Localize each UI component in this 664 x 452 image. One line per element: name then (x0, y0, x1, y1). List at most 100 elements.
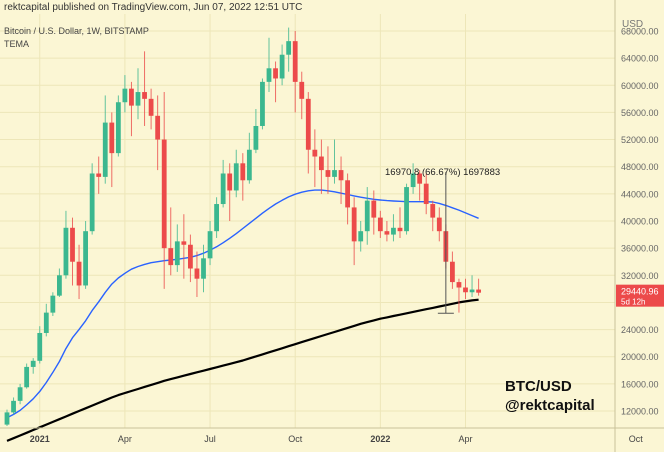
y-tick-label: 16000.00 (621, 379, 659, 389)
candle (122, 75, 128, 113)
y-tick-label: 44000.00 (621, 189, 659, 199)
candle (260, 78, 265, 130)
candle-body (456, 282, 462, 288)
watermark-pair: BTC/USD (505, 378, 572, 395)
candle-body (109, 122, 115, 154)
x-tick-label: Apr (118, 434, 132, 444)
candle-body (70, 227, 75, 262)
time-axis[interactable]: 2021 Apr Jul Oct 2022 Apr Oct (0, 427, 664, 444)
candle-body (240, 163, 246, 181)
candle-body (188, 244, 193, 269)
candle (253, 109, 259, 154)
candle-body (358, 231, 364, 242)
candle-body (469, 289, 475, 293)
x-tick-label: Apr (458, 434, 472, 444)
last-price-value: 29440.96 (621, 287, 659, 297)
candle (436, 207, 442, 242)
y-tick-label: 60000.00 (621, 81, 659, 91)
candle-body (76, 261, 82, 286)
candle-body (233, 163, 239, 191)
candle (240, 153, 246, 201)
candle (227, 163, 233, 221)
candle-body (207, 231, 213, 259)
candle-body (338, 170, 344, 181)
candle (11, 397, 16, 415)
candle-body (122, 88, 128, 103)
candle (129, 81, 134, 137)
candle-body (83, 231, 88, 286)
candle (181, 214, 187, 279)
candle (201, 244, 206, 293)
candle-body (253, 125, 259, 150)
candle-body (312, 149, 318, 157)
candle-body (135, 92, 141, 106)
candle-body (463, 287, 468, 293)
bar-countdown: 5d 12h (621, 298, 645, 307)
candle-body (11, 400, 16, 413)
y-tick-label: 40000.00 (621, 217, 659, 227)
candle (391, 214, 396, 242)
candle (292, 30, 298, 113)
candle-body (260, 81, 265, 126)
candle-body (423, 183, 429, 205)
ma-line-layer (6, 298, 479, 442)
candle-body (102, 122, 108, 177)
candle-body (371, 200, 377, 218)
candle (319, 139, 324, 194)
candle-body (417, 173, 423, 184)
candle (174, 224, 180, 272)
y-tick-label: 56000.00 (621, 108, 659, 118)
candle-body (96, 173, 102, 177)
candle (273, 61, 278, 103)
watermark-handle: @rektcapital (505, 397, 595, 414)
candle-body (436, 217, 442, 232)
candle-body (384, 231, 390, 235)
candle-body (299, 81, 305, 99)
x-tick-label: Oct (629, 434, 644, 444)
candle-body (4, 412, 10, 425)
candle-body (292, 41, 298, 82)
x-tick-label: 2021 (30, 434, 50, 444)
candle (345, 173, 350, 225)
candle-body (89, 173, 95, 232)
candlestick-series (4, 27, 481, 426)
candle (299, 71, 305, 120)
candle (417, 170, 423, 201)
candle (207, 221, 213, 266)
candle-body (181, 241, 187, 245)
candle (325, 146, 331, 194)
candle (279, 44, 285, 86)
candle-body (50, 295, 56, 313)
candle-body (430, 204, 436, 218)
y-tick-label: 32000.00 (621, 271, 659, 281)
candle-body (115, 102, 121, 154)
candle-body (476, 289, 481, 293)
candle-body (397, 227, 403, 232)
candle (463, 278, 468, 300)
candle-body (364, 200, 370, 232)
candle-body (273, 68, 278, 79)
candle (188, 234, 193, 283)
candle (351, 197, 357, 266)
candle (220, 159, 226, 208)
candle (63, 210, 69, 279)
candle (233, 149, 239, 198)
candle (135, 68, 141, 120)
candle-body (201, 258, 206, 279)
candle (30, 358, 36, 374)
y-tick-label: 12000.00 (621, 407, 659, 417)
candle-body (410, 173, 416, 188)
candle-body (30, 360, 36, 367)
candle-body (17, 387, 23, 401)
candle (70, 217, 75, 286)
candle-body (279, 54, 285, 79)
candle-body (345, 180, 350, 208)
candle-body (450, 261, 455, 283)
candle-body (305, 98, 311, 150)
x-tick-label: Oct (288, 434, 303, 444)
candle (96, 156, 102, 194)
price-axis[interactable]: 12000.0016000.0020000.0024000.0028000.00… (614, 0, 664, 452)
candle (384, 221, 390, 242)
